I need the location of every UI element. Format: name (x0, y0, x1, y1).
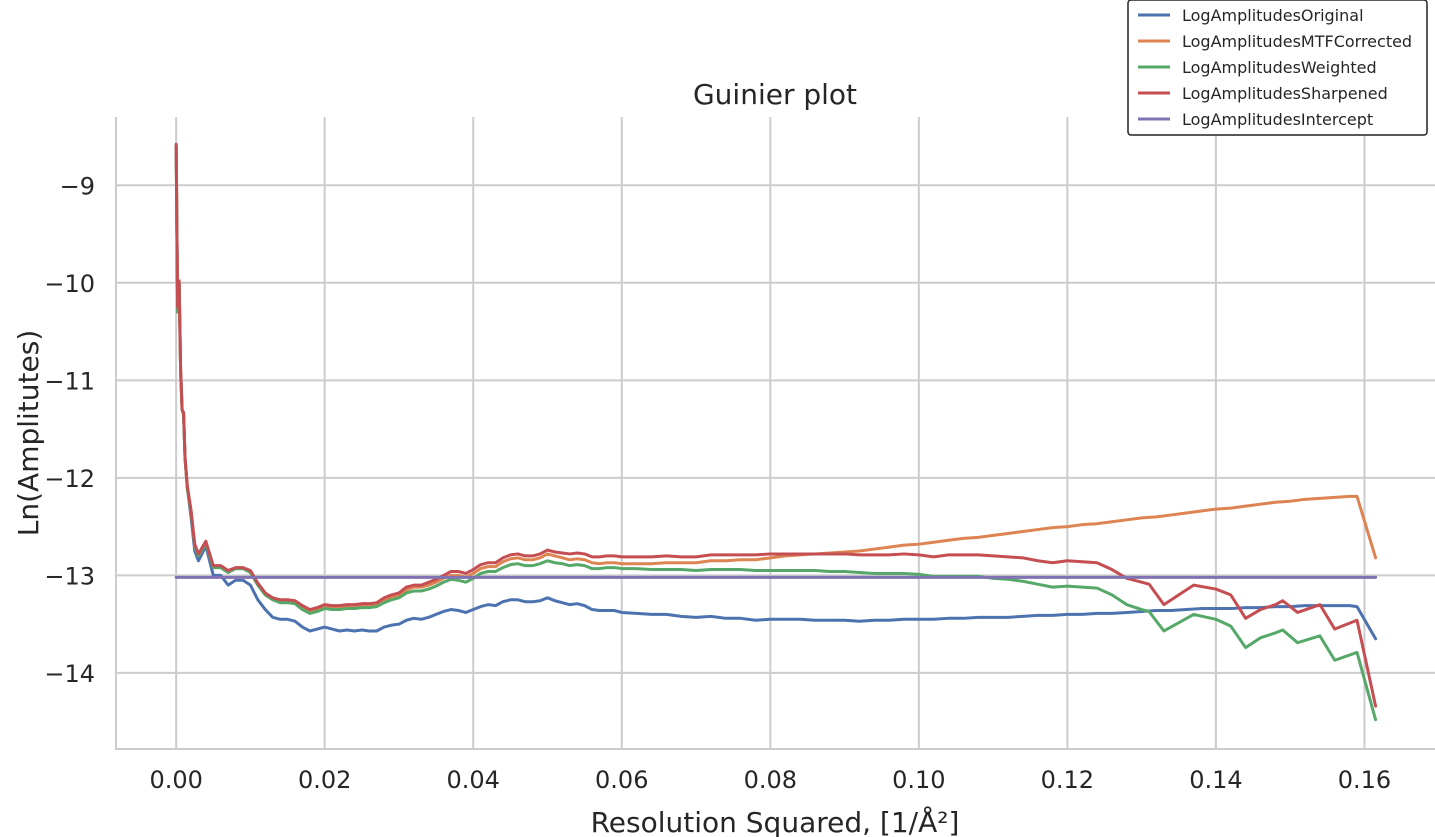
legend-label-log-amplitudes-original: LogAmplitudesOriginal (1182, 6, 1364, 25)
y-tick-label: −10 (44, 270, 95, 298)
x-tick-label: 0.14 (1189, 766, 1242, 794)
y-tick-label: −14 (44, 660, 95, 688)
x-tick-label: 0.04 (447, 766, 500, 794)
series-line-log-amplitudes-original (174, 144, 1378, 641)
y-tick-label: −9 (60, 172, 95, 200)
x-tick-label: 0.06 (595, 766, 648, 794)
x-tick-label: 0.02 (298, 766, 351, 794)
grid-lines (116, 117, 1435, 749)
y-tick-label: −13 (44, 562, 95, 590)
legend-frame (1127, 0, 1428, 136)
x-axis-title: Resolution Squared, [1/Å²] (591, 805, 960, 837)
series-lines (174, 142, 1378, 722)
x-tick-label: 0.00 (149, 766, 202, 794)
x-tick-labels: 0.00 0.02 0.04 0.06 0.08 0.10 0.12 0.14 0.16 (149, 766, 1391, 794)
legend-label-log-amplitudes-mtfcorrected: LogAmplitudesMTFCorrected (1182, 32, 1412, 51)
x-tick-label: 0.08 (744, 766, 797, 794)
legend-label-log-amplitudes-intercept: LogAmplitudesIntercept (1182, 110, 1373, 129)
y-tick-label: −12 (44, 465, 95, 493)
axes-spines (115, 117, 1435, 750)
x-tick-label: 0.12 (1041, 766, 1094, 794)
series-line-log-amplitudes-weighted (174, 144, 1378, 722)
legend-label-log-amplitudes-weighted: LogAmplitudesWeighted (1182, 58, 1377, 77)
series-line-log-amplitudes-sharpened (174, 142, 1378, 708)
legend-label-log-amplitudes-sharpened: LogAmplitudesSharpened (1182, 84, 1388, 103)
y-tick-labels: −9 −10 −11 −12 −13 −14 (44, 172, 95, 688)
legend: LogAmplitudesOriginal LogAmplitudesMTFCor… (1127, 0, 1428, 136)
y-tick-label: −11 (44, 367, 95, 395)
x-tick-label: 0.16 (1338, 766, 1391, 794)
series-line-log-amplitudes-mtfcorrected (174, 144, 1378, 613)
y-axis-title: Ln(Amplitutes) (12, 330, 45, 536)
x-tick-label: 0.10 (892, 766, 945, 794)
chart-title: Guinier plot (693, 78, 857, 111)
